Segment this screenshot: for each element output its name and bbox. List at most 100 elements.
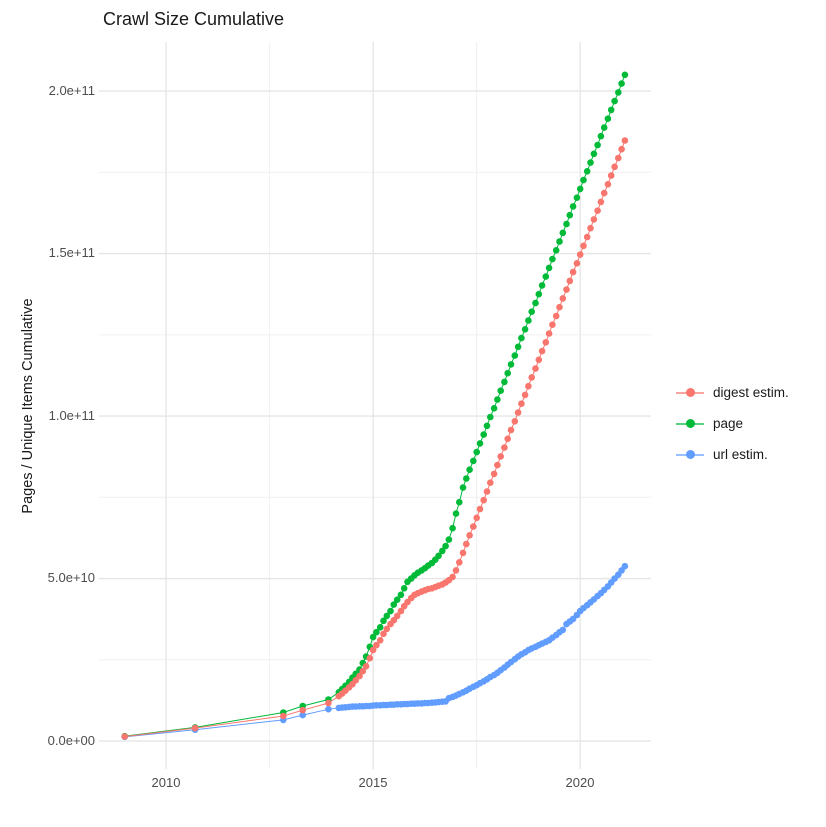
data-point <box>573 194 581 201</box>
data-point <box>545 264 553 272</box>
data-point <box>504 435 512 443</box>
legend-item-url-estim: url estim. <box>676 439 789 470</box>
legend-item-digest-estim: digest estim. <box>676 377 789 408</box>
data-point <box>501 444 508 451</box>
data-point <box>545 330 553 337</box>
data-point <box>528 308 535 316</box>
data-point <box>569 203 577 210</box>
data-point <box>511 418 519 425</box>
data-point <box>580 176 587 184</box>
data-point <box>611 97 618 105</box>
data-point <box>607 106 615 114</box>
data-point <box>480 431 488 438</box>
data-point <box>611 163 618 171</box>
data-point <box>514 343 522 351</box>
data-point <box>487 413 494 421</box>
data-point <box>476 505 484 513</box>
data-point <box>121 733 128 740</box>
data-point <box>556 238 563 245</box>
data-point <box>325 699 332 707</box>
data-point <box>569 268 577 276</box>
x-tick-label-2010: 2010 <box>151 775 181 790</box>
data-point <box>473 514 481 522</box>
data-point <box>566 277 574 285</box>
data-point <box>456 498 463 506</box>
data-point <box>494 461 501 469</box>
data-point <box>373 628 380 636</box>
data-point <box>549 321 556 329</box>
data-point <box>325 705 332 713</box>
data-point <box>470 457 477 465</box>
data-point <box>463 475 470 482</box>
data-point <box>525 382 532 390</box>
data-point <box>473 448 481 456</box>
data-point <box>445 536 453 543</box>
data-point <box>535 290 543 298</box>
data-point <box>470 523 477 530</box>
grid-major <box>99 42 651 769</box>
legend-key-digest-estim <box>676 386 704 400</box>
data-point <box>497 453 505 460</box>
data-point <box>463 540 470 548</box>
data-point <box>466 532 473 539</box>
data-point <box>494 396 501 403</box>
data-point <box>449 524 456 532</box>
data-point <box>452 567 460 574</box>
data-point <box>535 356 543 364</box>
data-point <box>511 352 519 359</box>
data-point <box>439 547 446 555</box>
data-point <box>556 303 563 311</box>
data-point <box>514 409 522 416</box>
data-point <box>552 312 560 320</box>
series-points-digest-estim- <box>121 137 629 740</box>
data-point <box>600 189 608 197</box>
data-point <box>507 361 515 368</box>
data-point <box>299 711 307 719</box>
data-point <box>490 470 498 478</box>
data-point <box>380 617 387 625</box>
legend-label-url-estim: url estim. <box>713 447 768 462</box>
data-point <box>442 542 449 550</box>
data-point <box>528 374 535 381</box>
data-point <box>400 585 408 592</box>
data-point <box>538 282 546 289</box>
data-point <box>563 220 570 228</box>
data-point <box>397 607 405 615</box>
data-point <box>621 71 629 79</box>
data-point <box>376 624 384 631</box>
data-point <box>594 207 601 214</box>
data-point <box>621 137 629 144</box>
data-point <box>615 89 622 96</box>
y-tick-label-1: 5.0e+10 <box>47 570 95 585</box>
series-points-page <box>121 71 629 740</box>
data-point <box>549 255 556 263</box>
data-point <box>466 466 473 474</box>
data-point <box>373 641 380 649</box>
grid-minor <box>99 42 651 769</box>
legend-item-page: page <box>676 408 789 439</box>
data-point <box>507 426 515 434</box>
legend: digest estim. page url estim. <box>676 377 789 470</box>
data-point <box>542 339 550 346</box>
data-point <box>393 596 401 603</box>
data-point <box>525 317 532 324</box>
data-point <box>573 260 581 267</box>
data-point <box>497 387 505 395</box>
data-point <box>459 549 467 557</box>
legend-label-digest-estim: digest estim. <box>713 385 789 400</box>
data-point <box>369 646 377 654</box>
data-point <box>597 198 605 206</box>
data-point <box>191 724 199 732</box>
data-point <box>587 159 594 166</box>
x-tick-label-2015: 2015 <box>358 775 388 790</box>
data-point <box>594 141 601 149</box>
data-point <box>590 150 598 158</box>
data-point <box>587 224 594 232</box>
data-point <box>299 706 307 714</box>
data-point <box>538 347 546 355</box>
legend-key-dot-icon <box>685 388 695 397</box>
data-point <box>615 154 622 162</box>
data-point <box>583 168 591 175</box>
data-point <box>504 369 512 377</box>
